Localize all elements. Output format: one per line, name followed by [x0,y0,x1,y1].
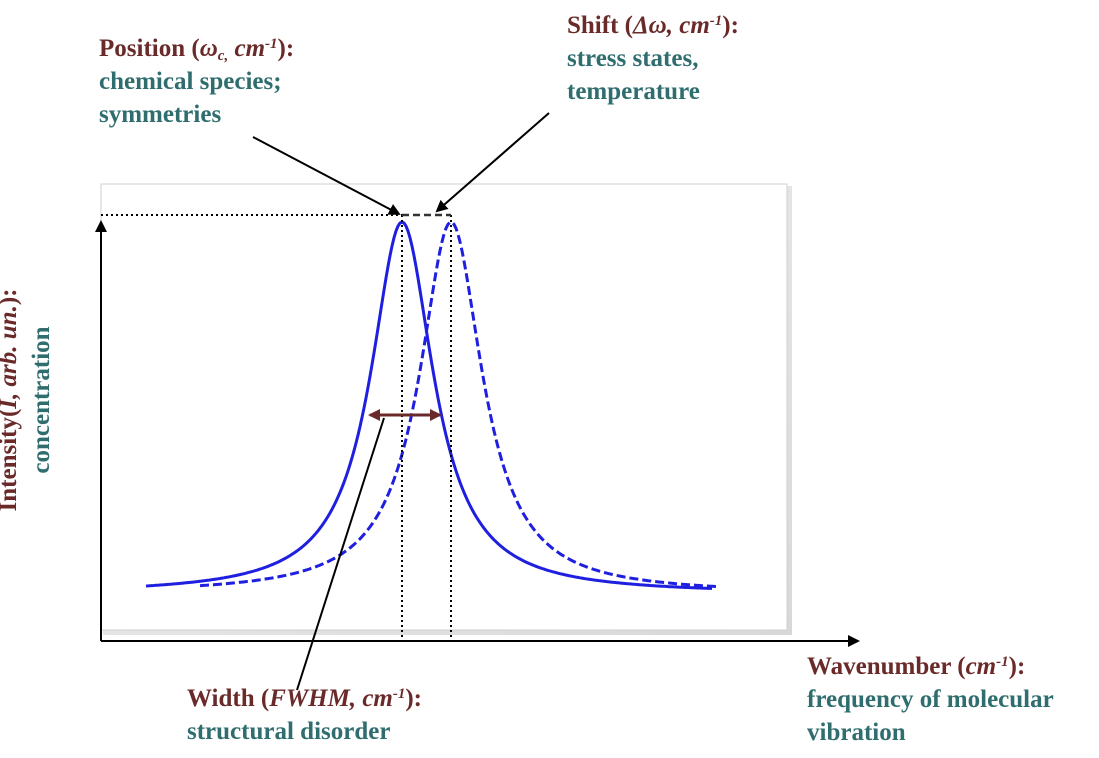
position-pointer-arrow [252,136,401,215]
position-unit-sup: -1 [265,35,278,52]
shift-unit: cm [679,12,710,39]
position-title: Position [99,35,186,62]
shift-pointer-arrow [435,112,550,213]
wavenumber-desc-line2: vibration [807,719,906,746]
width-label: Width (FWHM, cm-1): structural disorder [187,682,422,748]
shift-title: Shift [567,12,619,39]
shift-desc-line2: temperature [567,78,700,105]
intensity-symbol: I, arb. un. [0,305,22,409]
wavenumber-unit-sup: -1 [996,653,1009,670]
width-unit: cm [362,685,393,712]
intensity-title: Intensity [0,417,22,512]
wavenumber-unit: cm [965,653,997,680]
wavenumber-desc-line1: frequency of molecular [807,686,1054,713]
intensity-desc-line1: concentration [28,326,55,474]
peak-curve-solid [145,220,713,590]
peak-curve-dashed [199,220,717,588]
position-symbol-sub: c, [217,47,229,64]
position-unit: cm [234,35,266,62]
wavenumber-label: Wavenumber (cm-1): frequency of molecula… [807,650,1054,749]
position-symbol: ω [199,35,218,62]
width-symbol: FWHM, [269,685,357,712]
shift-unit-sup: -1 [709,12,723,29]
position-desc-line2: symmetries [99,101,222,128]
width-pointer-line [296,417,385,691]
position-desc-line1: chemical species; [99,68,282,95]
shift-symbol: Δω, [632,12,673,39]
wavenumber-title: Wavenumber [807,653,951,680]
shift-desc-line1: stress states, [567,45,699,72]
width-desc-line1: structural disorder [187,718,391,745]
shift-label: Shift (Δω, cm-1): stress states, tempera… [567,9,739,108]
width-title: Width [187,685,255,712]
width-unit-sup: -1 [392,685,406,702]
plot-area [100,183,788,631]
position-label: Position (ωc, cm-1): chemical species; s… [99,32,294,131]
